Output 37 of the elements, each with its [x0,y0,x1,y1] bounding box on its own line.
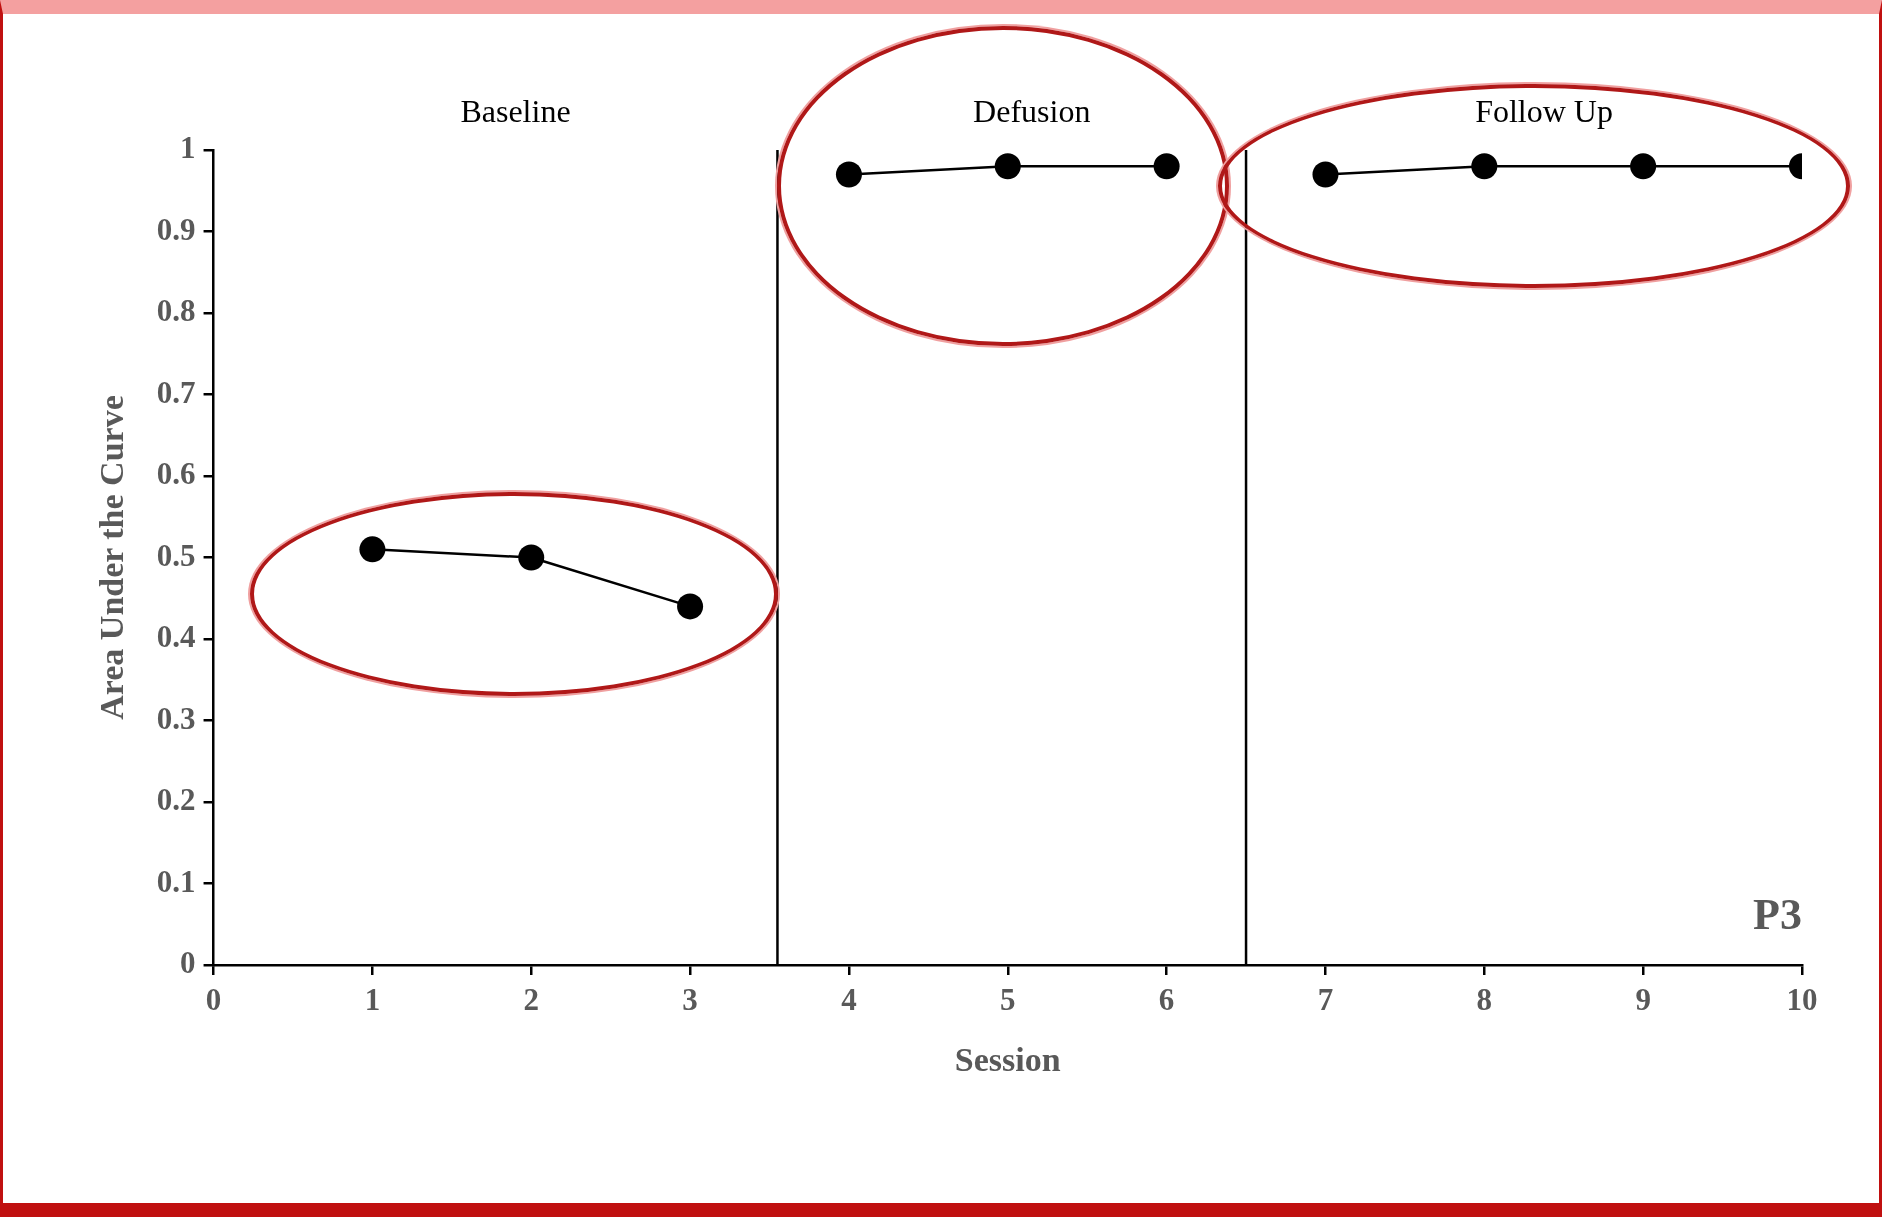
y-tick-label: 0.6 [156,456,196,492]
point [518,544,545,571]
y-tick-label: 0.5 [156,537,196,573]
x-axis-title: Session [954,1041,1061,1079]
point [359,536,386,563]
x-tick-label: 6 [1158,981,1175,1017]
y-tick-label: 0.4 [156,619,196,655]
text: Defusion [973,93,1091,129]
text: Baseline [460,93,571,129]
annotation: P3 [1753,890,1802,939]
point [835,161,862,188]
x-tick-label: 7 [1317,981,1334,1017]
y-tick-label: 0.2 [156,782,196,818]
text: Follow Up [1475,93,1613,129]
x-tick-label: 5 [1000,981,1016,1017]
x-tick-label: 2 [523,981,539,1017]
point [677,593,704,620]
x-tick-label: 4 [841,981,857,1017]
y-axis-title: Area Under the Curve [93,395,131,720]
x-tick-label: 0 [205,981,222,1017]
y-tick-label: 0.7 [156,374,196,410]
x-tick-label: 3 [682,981,698,1017]
y-tick-label: 0.3 [156,700,196,736]
x-tick-label: 9 [1635,981,1651,1017]
y-tick-label: 1 [180,130,196,166]
point [1153,153,1180,180]
point [1312,161,1339,188]
y-tick-label: 0.9 [156,211,196,247]
point [1471,153,1498,180]
point [994,153,1021,180]
x-tick-label: 10 [1786,981,1818,1017]
x-tick-label: 8 [1476,981,1493,1017]
y-tick-label: 0.1 [156,863,196,899]
point [1630,153,1657,180]
x-tick-label: 1 [364,981,381,1017]
y-tick-label: 0.8 [156,293,196,329]
y-tick-label: 0 [180,945,196,981]
